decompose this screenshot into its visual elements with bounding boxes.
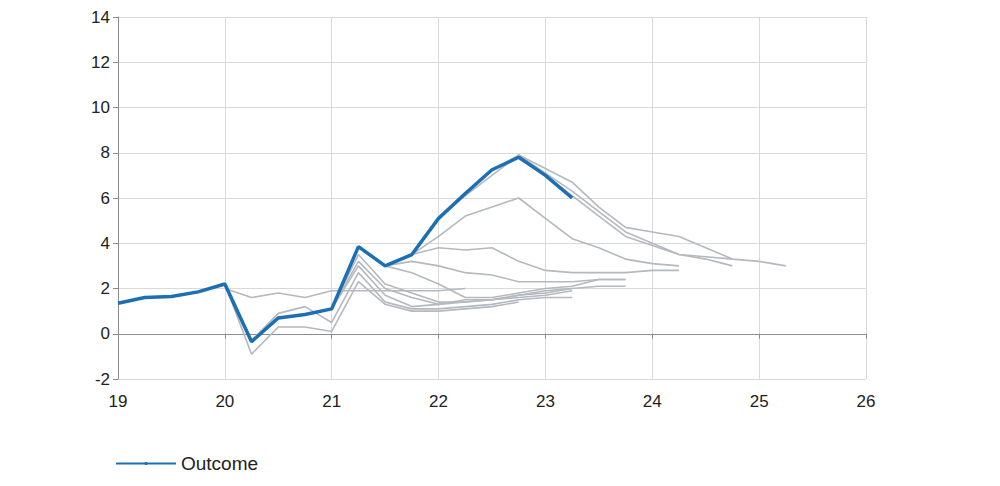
svg-text:12: 12 [91,53,110,72]
svg-text:0: 0 [101,324,110,343]
svg-text:4: 4 [101,234,110,253]
svg-text:Outcome: Outcome [181,453,258,474]
svg-text:21: 21 [322,392,341,411]
svg-text:24: 24 [643,392,662,411]
svg-text:-2: -2 [95,370,110,389]
svg-text:10: 10 [91,98,110,117]
svg-text:8: 8 [101,143,110,162]
svg-text:19: 19 [109,392,128,411]
svg-text:23: 23 [536,392,555,411]
svg-text:26: 26 [857,392,876,411]
svg-text:14: 14 [91,8,110,27]
svg-text:2: 2 [101,279,110,298]
svg-text:20: 20 [215,392,234,411]
svg-text:6: 6 [101,189,110,208]
svg-text:22: 22 [429,392,448,411]
svg-text:25: 25 [750,392,769,411]
